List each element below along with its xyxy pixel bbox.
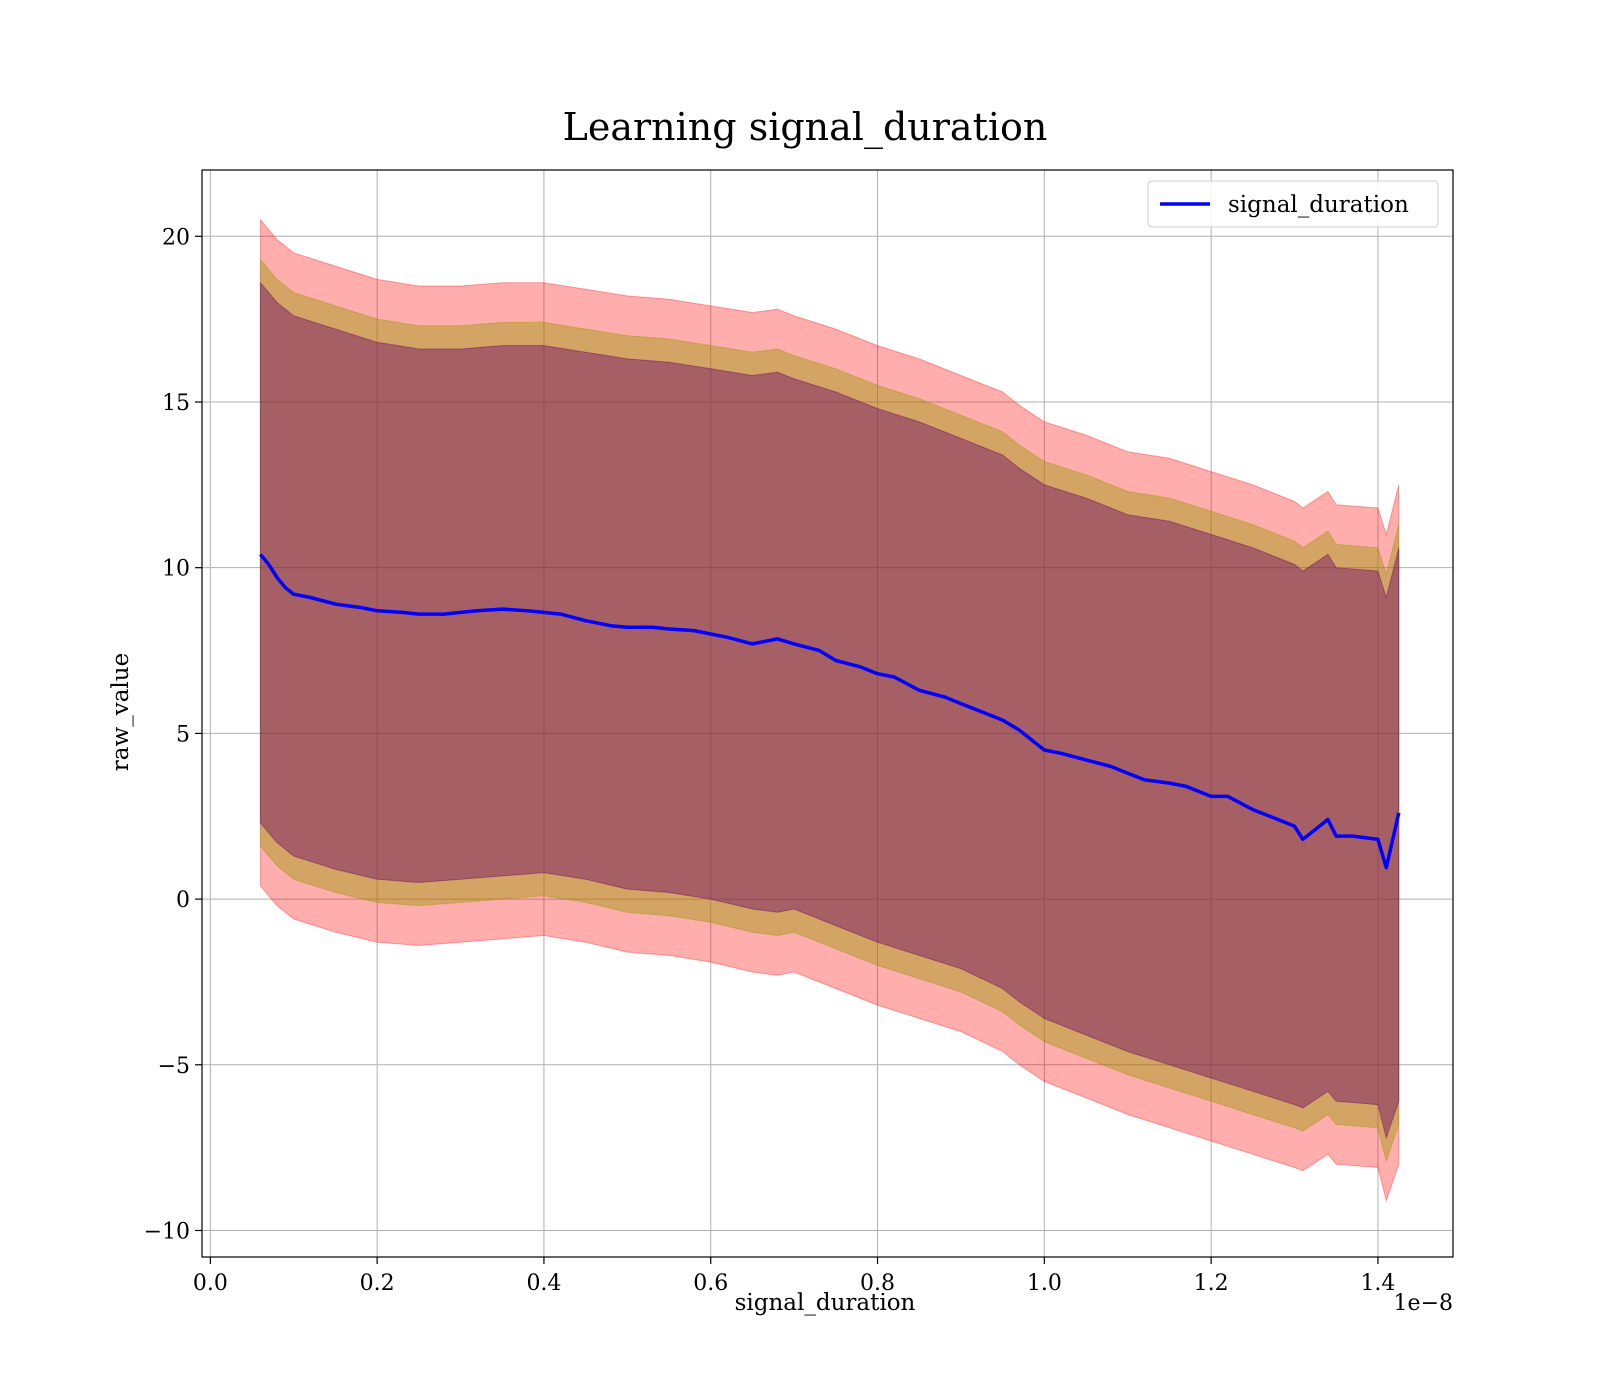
y-tick-label: 15 [162,391,190,416]
x-axis-offset-label: 1e−8 [1394,1291,1453,1316]
grid [202,170,1453,1257]
y-tick-label: 5 [176,722,190,747]
chart-title: Learning signal_duration [563,105,1048,150]
x-axis-label: signal_duration [735,1290,916,1316]
y-tick-label: 20 [162,225,190,250]
x-tick-label: 0.0 [193,1271,228,1296]
series-lines [259,553,1401,870]
x-tick-label: 0.4 [526,1271,561,1296]
x-tick-label: 1.4 [1360,1271,1395,1296]
x-tick-label: 1.0 [1027,1271,1062,1296]
x-axis-ticks: 0.0 0.2 0.4 0.6 0.8 1.0 1.2 1.4 [193,1257,1395,1296]
plot-frame [201,169,1454,1258]
confidence-band [259,281,1400,1140]
confidence-band [259,258,1400,1163]
legend-entry: signal_duration [1228,192,1409,218]
y-tick-label: −10 [144,1219,190,1244]
x-tick-label: 0.6 [693,1271,728,1296]
x-tick-label: 1.2 [1194,1271,1229,1296]
y-tick-label: 10 [162,557,190,582]
y-axis-ticks: −10 −5 0 5 10 15 20 [144,225,202,1244]
confidence-band [259,218,1400,1203]
y-axis-label: raw_value [108,653,134,771]
x-tick-label: 0.2 [360,1271,395,1296]
legend-box [1147,180,1439,228]
legend: signal_duration [1147,180,1439,228]
x-tick-label: 0.8 [860,1271,895,1296]
confidence-bands [259,218,1400,1203]
y-tick-label: 0 [176,888,190,913]
y-tick-label: −5 [158,1054,190,1079]
series-line [259,553,1401,870]
